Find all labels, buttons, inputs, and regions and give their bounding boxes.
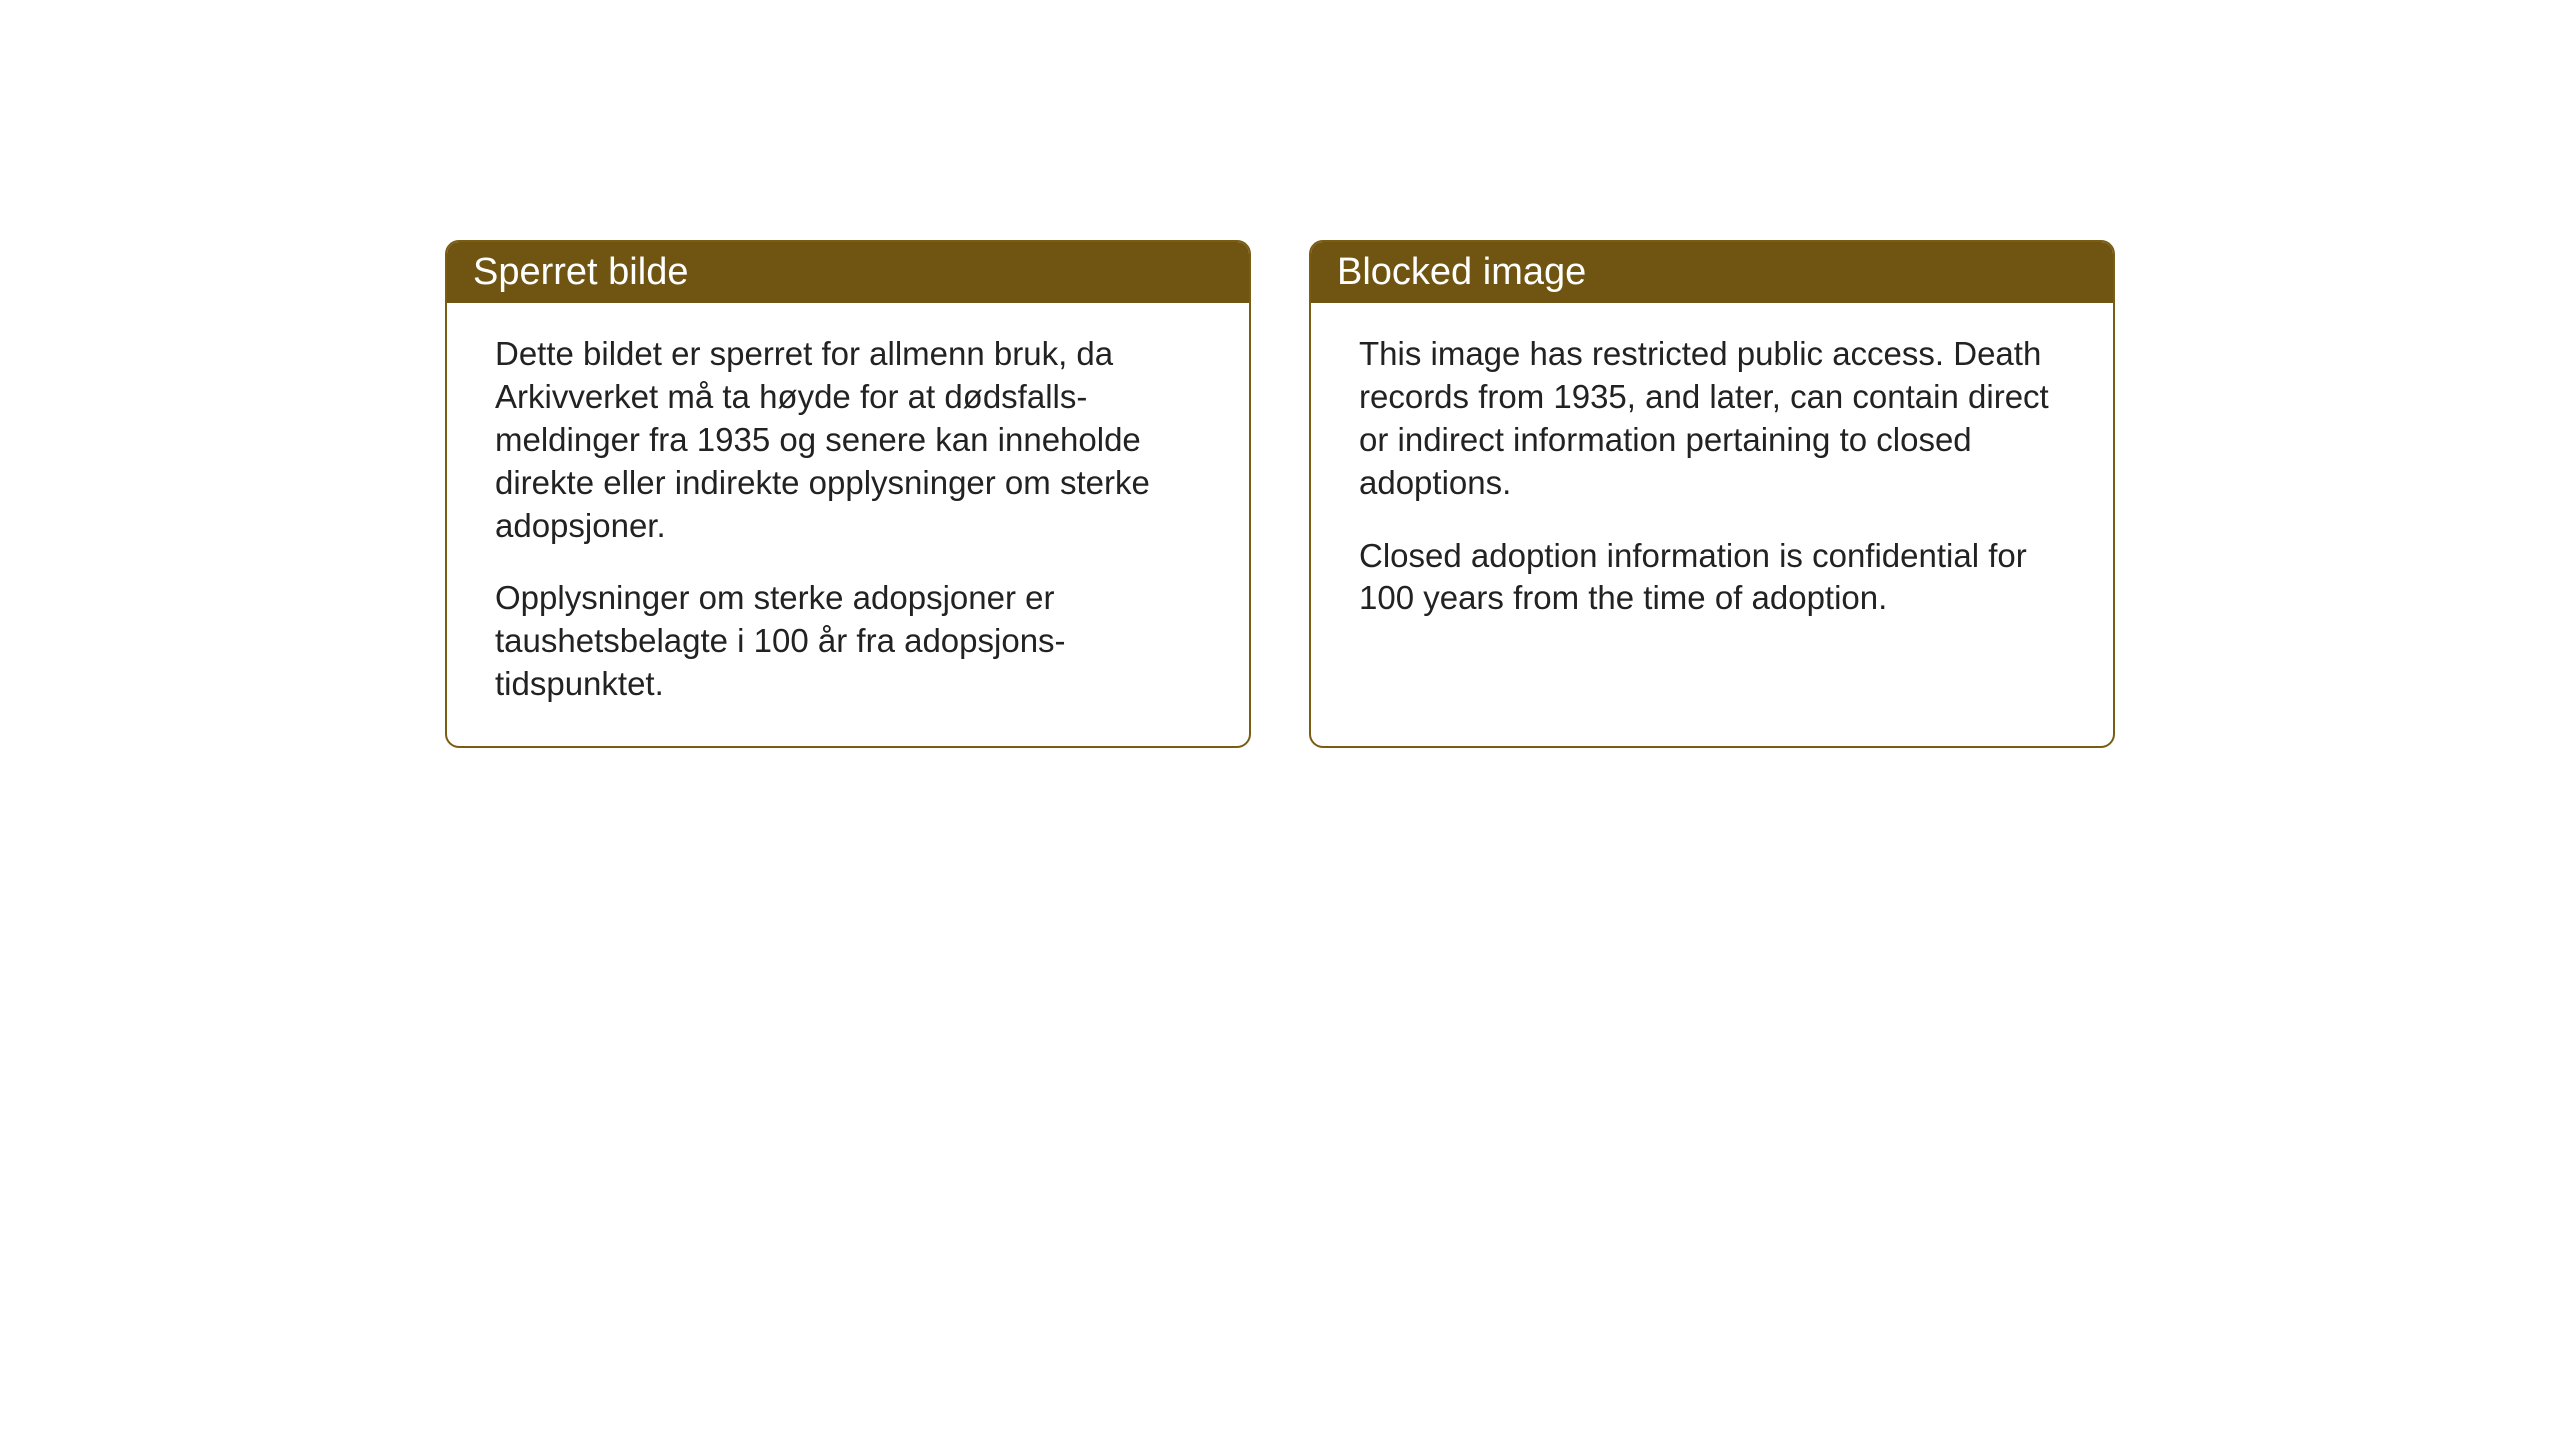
card-header-english: Blocked image	[1311, 242, 2113, 303]
card-header-norwegian: Sperret bilde	[447, 242, 1249, 303]
notice-container: Sperret bilde Dette bildet er sperret fo…	[445, 240, 2115, 748]
card-body-english: This image has restricted public access.…	[1311, 303, 2113, 660]
paragraph-text: Closed adoption information is confident…	[1359, 535, 2065, 621]
paragraph-text: This image has restricted public access.…	[1359, 333, 2065, 505]
card-title-english: Blocked image	[1337, 251, 1586, 293]
paragraph-text: Dette bildet er sperret for allmenn bruk…	[495, 333, 1201, 547]
notice-card-norwegian: Sperret bilde Dette bildet er sperret fo…	[445, 240, 1251, 748]
paragraph-text: Opplysninger om sterke adopsjoner er tau…	[495, 577, 1201, 706]
card-title-norwegian: Sperret bilde	[473, 251, 688, 293]
notice-card-english: Blocked image This image has restricted …	[1309, 240, 2115, 748]
card-body-norwegian: Dette bildet er sperret for allmenn bruk…	[447, 303, 1249, 746]
